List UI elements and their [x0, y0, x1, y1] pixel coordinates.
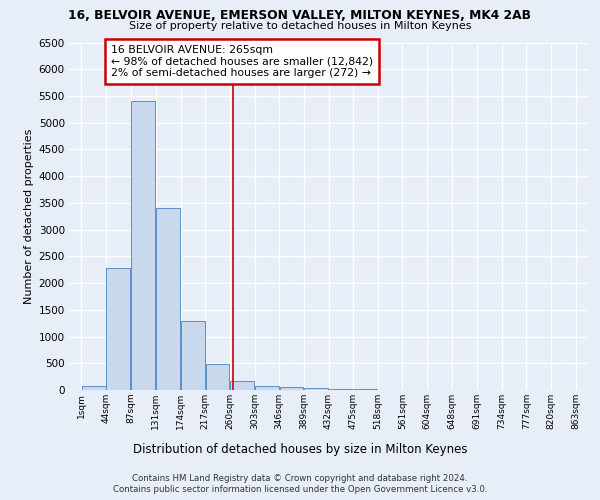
Bar	[230, 382, 254, 390]
Bar	[304, 388, 328, 390]
Y-axis label: Number of detached properties: Number of detached properties	[25, 128, 34, 304]
Bar	[82, 386, 106, 390]
Bar	[106, 268, 130, 390]
Text: 16 BELVOIR AVENUE: 265sqm
← 98% of detached houses are smaller (12,842)
2% of se: 16 BELVOIR AVENUE: 265sqm ← 98% of detac…	[110, 44, 373, 78]
Bar	[181, 320, 205, 390]
Text: Contains HM Land Registry data © Crown copyright and database right 2024.
Contai: Contains HM Land Registry data © Crown c…	[113, 474, 487, 494]
Bar	[131, 102, 155, 390]
Bar	[255, 386, 279, 390]
Text: Size of property relative to detached houses in Milton Keynes: Size of property relative to detached ho…	[129, 21, 471, 31]
Text: 16, BELVOIR AVENUE, EMERSON VALLEY, MILTON KEYNES, MK4 2AB: 16, BELVOIR AVENUE, EMERSON VALLEY, MILT…	[68, 9, 532, 22]
Bar	[329, 389, 353, 390]
Bar	[206, 364, 229, 390]
Bar	[156, 208, 180, 390]
Bar	[280, 388, 304, 390]
Text: Distribution of detached houses by size in Milton Keynes: Distribution of detached houses by size …	[133, 442, 467, 456]
